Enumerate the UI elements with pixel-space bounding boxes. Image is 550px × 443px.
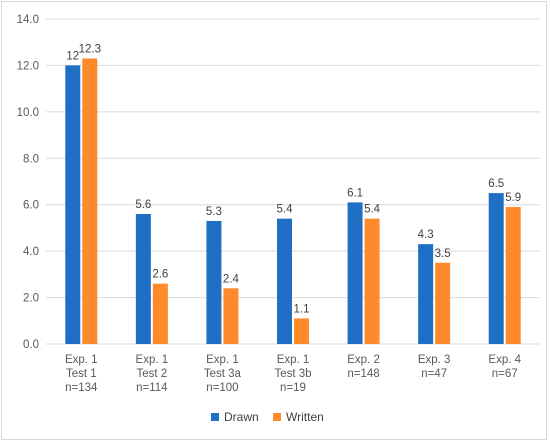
x-tick-label-2: n=100 bbox=[206, 382, 238, 394]
y-tick-label: 8.0 bbox=[23, 153, 39, 165]
data-label-written-4: 5.4 bbox=[364, 204, 381, 216]
bar-written-3 bbox=[294, 318, 309, 344]
x-tick-label-2: Exp. 1 bbox=[206, 354, 239, 366]
bar-written-6 bbox=[505, 207, 521, 344]
legend-swatch-drawn bbox=[211, 413, 219, 421]
x-tick-label-6: n=67 bbox=[492, 368, 518, 380]
y-tick-label: 2.0 bbox=[23, 293, 39, 305]
y-tick-label: 14.0 bbox=[17, 14, 39, 26]
data-label-drawn-3: 5.4 bbox=[277, 204, 294, 216]
bar-written-5 bbox=[435, 262, 451, 344]
data-label-written-3: 1.1 bbox=[294, 303, 310, 315]
x-tick-label-3: n=19 bbox=[280, 382, 306, 394]
x-tick-label-5: Exp. 3 bbox=[418, 354, 451, 366]
bar-drawn-4 bbox=[347, 202, 363, 344]
data-label-drawn-6: 6.5 bbox=[488, 178, 504, 190]
x-tick-label-4: n=148 bbox=[347, 368, 379, 380]
bar-drawn-5 bbox=[418, 244, 434, 344]
legend-label-drawn: Drawn bbox=[224, 410, 259, 424]
bar-written-2 bbox=[223, 288, 239, 344]
data-label-written-2: 2.4 bbox=[223, 273, 240, 285]
data-label-drawn-2: 5.3 bbox=[206, 206, 222, 218]
bar-written-0 bbox=[82, 58, 98, 344]
data-label-drawn-5: 4.3 bbox=[418, 229, 434, 241]
bar-written-1 bbox=[152, 283, 168, 344]
y-tick-label: 6.0 bbox=[23, 200, 39, 212]
data-label-drawn-0: 12 bbox=[66, 50, 79, 62]
x-tick-label-3: Exp. 1 bbox=[277, 354, 310, 366]
bar-written-4 bbox=[364, 218, 380, 344]
y-tick-label: 12.0 bbox=[17, 60, 39, 72]
y-tick-label: 4.0 bbox=[23, 246, 39, 258]
x-tick-label-2: Test 3a bbox=[204, 368, 242, 380]
y-tick-label: 0.0 bbox=[23, 339, 39, 351]
data-label-written-5: 3.5 bbox=[435, 248, 451, 260]
x-tick-label-0: n=134 bbox=[65, 382, 98, 394]
bar-drawn-1 bbox=[135, 214, 151, 344]
bar-drawn-6 bbox=[488, 193, 504, 344]
bar-drawn-0 bbox=[65, 65, 81, 344]
x-tick-label-0: Test 1 bbox=[66, 368, 97, 380]
x-tick-label-4: Exp. 2 bbox=[347, 354, 380, 366]
x-tick-label-1: Test 2 bbox=[137, 368, 168, 380]
bar-drawn-3 bbox=[277, 218, 292, 344]
data-label-drawn-1: 5.6 bbox=[135, 199, 151, 211]
bar-drawn-2 bbox=[206, 220, 222, 344]
data-label-written-1: 2.6 bbox=[152, 269, 168, 281]
x-tick-label-3: Test 3b bbox=[274, 368, 311, 380]
x-tick-label-5: n=47 bbox=[421, 368, 447, 380]
legend-swatch-written bbox=[273, 413, 281, 421]
data-label-written-0: 12.3 bbox=[79, 43, 101, 55]
data-label-drawn-4: 6.1 bbox=[347, 187, 363, 199]
x-tick-label-1: n=114 bbox=[136, 382, 168, 394]
x-tick-label-1: Exp. 1 bbox=[136, 354, 169, 366]
x-tick-label-0: Exp. 1 bbox=[65, 354, 98, 366]
data-label-written-6: 5.9 bbox=[505, 192, 521, 204]
x-tick-label-6: Exp. 4 bbox=[488, 354, 521, 366]
legend-label-written: Written bbox=[286, 410, 324, 424]
y-tick-label: 10.0 bbox=[17, 107, 39, 119]
